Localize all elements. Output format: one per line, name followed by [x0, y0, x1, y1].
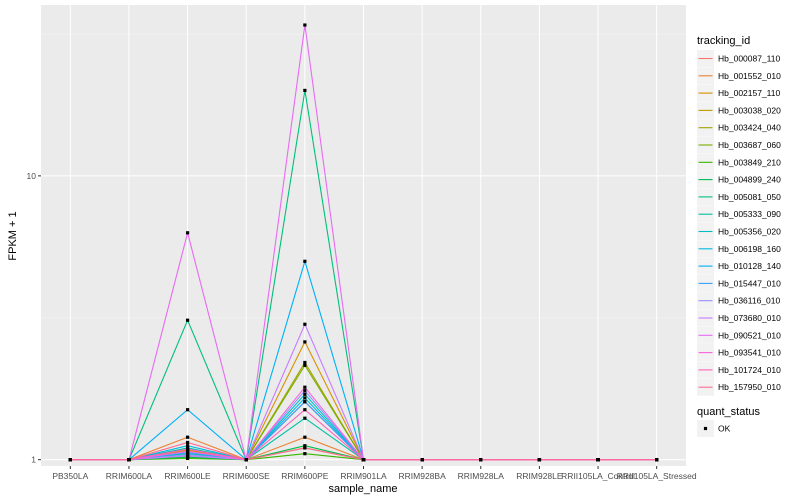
legend-label: Hb_093541_010 [718, 348, 781, 358]
data-point [303, 444, 307, 448]
x-axis-ticks: PB350LA RRIM600LA RRIM600LE RRIM600SE RRIM60… [52, 466, 697, 481]
legend-label: Hb_015447_010 [718, 278, 781, 288]
point-legend-title: quant_status [697, 406, 760, 418]
data-point [655, 458, 659, 462]
data-point [68, 458, 72, 462]
data-point [303, 435, 307, 439]
legend-label: Hb_101724_010 [718, 365, 781, 375]
legend-label: Hb_004899_240 [718, 175, 781, 185]
point-legend-label: OK [718, 424, 731, 434]
data-point [185, 408, 190, 412]
legend-label: Hb_003849_210 [718, 157, 781, 167]
y-tick-label: 10 [27, 171, 37, 181]
x-tick-label: RRIM928BA [399, 471, 447, 481]
x-tick-label: PB350LA [52, 471, 88, 481]
legend-label: Hb_157950_010 [718, 382, 781, 392]
legend-title: tracking_id [697, 35, 750, 47]
x-tick-label: RRIM600PE [281, 471, 329, 481]
data-point [185, 449, 190, 453]
data-point [303, 396, 307, 400]
legend-label: Hb_002157_110 [718, 88, 781, 98]
data-point [303, 88, 307, 93]
data-point [303, 259, 307, 263]
data-point [303, 23, 307, 27]
data-point [303, 446, 307, 450]
legend: tracking_id Hb_000087_110Hb_001552_010Hb… [697, 35, 781, 437]
legend-label: Hb_036116_010 [718, 296, 781, 306]
x-tick-label: RRII105LA_Control [561, 471, 635, 481]
legend-label: Hb_001552_010 [718, 71, 781, 81]
y-axis-title: FPKM + 1 [7, 211, 19, 260]
legend-label: Hb_003687_060 [718, 140, 781, 150]
y-tick-label: 1 [31, 455, 36, 465]
data-point [303, 408, 307, 412]
x-tick-label: RRIM928LA [458, 471, 505, 481]
legend-label: Hb_000087_110 [718, 54, 781, 64]
legend-label: Hb_090521_010 [718, 330, 781, 340]
data-point [303, 400, 307, 404]
series-points [68, 23, 659, 462]
data-point [303, 416, 307, 420]
x-tick-label: RRIM600LA [106, 471, 153, 481]
legend-label: Hb_005081_050 [718, 192, 781, 202]
data-point [127, 458, 131, 462]
data-point [479, 458, 483, 462]
legend-label: Hb_003424_040 [718, 123, 781, 133]
data-point [596, 458, 600, 462]
data-point [185, 447, 190, 451]
data-point [303, 340, 307, 344]
data-point [303, 385, 307, 389]
legend-label: Hb_006198_160 [718, 244, 781, 254]
data-point [303, 452, 307, 456]
x-tick-label: RRIM600LE [164, 471, 211, 481]
data-point [185, 318, 190, 322]
data-point [303, 322, 307, 326]
data-point [303, 389, 307, 393]
data-point [303, 360, 307, 365]
x-tick-label: RRIM928LE [516, 471, 563, 481]
x-tick-label: RRII105LA_Stressed [617, 471, 697, 481]
legend-label: Hb_005356_020 [718, 227, 781, 237]
point-legend-items: OK [697, 420, 731, 437]
data-point [185, 440, 190, 445]
data-point [185, 454, 190, 458]
x-axis-title: sample_name [328, 483, 397, 495]
data-point [244, 458, 248, 462]
data-point [185, 231, 190, 235]
data-point [185, 435, 190, 439]
data-point [303, 363, 307, 367]
legend-label: Hb_003038_020 [718, 105, 781, 115]
data-point [185, 444, 190, 448]
x-tick-label: RRIM901LA [340, 471, 387, 481]
legend-items: Hb_000087_110 Hb_001552_010 Hb_002157_110 H… [697, 50, 781, 396]
legend-label: Hb_073680_010 [718, 313, 781, 323]
data-point [303, 392, 307, 396]
y-axis-ticks: 1 10 [27, 171, 41, 465]
data-point [361, 458, 366, 462]
legend-label: Hb_010128_140 [718, 261, 781, 271]
data-point [537, 458, 542, 462]
legend-label: Hb_005333_090 [718, 209, 781, 219]
data-point [420, 458, 424, 462]
point-legend-marker [703, 426, 708, 431]
x-tick-label: RRIM600SE [223, 471, 271, 481]
